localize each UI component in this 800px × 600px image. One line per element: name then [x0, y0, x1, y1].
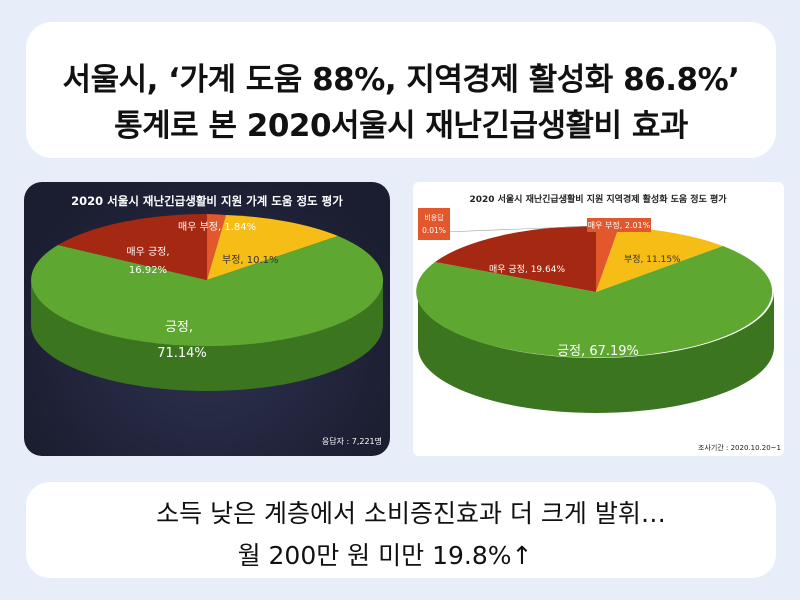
label-positive-value: 71.14% — [157, 346, 207, 361]
no-response-leader-line — [444, 225, 597, 233]
very-negative-callout — [587, 218, 651, 232]
headline-line-1: 서울시, ‘가계 도움 88%, 지역경제 활성화 86.8%’ — [62, 62, 740, 98]
label-negative: 부정, 11.15% — [624, 254, 681, 265]
pie-side-green — [31, 280, 383, 391]
household-help-pie-chart: 2020 서울시 재난긴급생활비 지원 가계 도움 정도 평가 매우 부정, 1… — [31, 194, 384, 446]
slice-positive — [416, 246, 773, 358]
chart-title: 2020 서울시 재난긴급생활비 지원 지역경제 활성화 도움 정도 평가 — [469, 193, 727, 205]
summary-line-1: 소득 낮은 계층에서 소비증진효과 더 크게 발휘… — [156, 499, 666, 528]
label-negative: 부정, 10.1% — [222, 254, 279, 266]
no-response-callout — [418, 208, 450, 240]
survey-period-note: 조사기간 : 2020.10.20~1 — [698, 443, 781, 452]
local-economy-chart-panel: 2020 서울시 재난긴급생활비 지원 지역경제 활성화 도움 정도 평가 비응… — [413, 182, 784, 456]
slice-negative — [596, 227, 723, 292]
local-economy-pie-chart: 2020 서울시 재난긴급생활비 지원 지역경제 활성화 도움 정도 평가 비응… — [416, 193, 781, 452]
headline-box: 서울시, ‘가계 도움 88%, 지역경제 활성화 86.8%’ 통계로 본 2… — [26, 22, 776, 158]
label-positive: 긍정, 67.19% — [557, 344, 639, 359]
label-very-negative: 매우 부정, 2.01% — [588, 220, 651, 230]
respondents-note: 응답자 : 7,221명 — [322, 436, 382, 446]
summary-line-2: 월 200만 원 미만 19.8%↑ — [237, 541, 533, 570]
pie-side-green — [418, 292, 774, 413]
label-no-response-name: 비응답 — [424, 213, 444, 222]
label-no-response-value: 0.01% — [422, 226, 446, 235]
label-very-positive-value: 16.92% — [129, 265, 167, 276]
slice-positive — [31, 236, 384, 347]
label-very-positive-name: 매우 긍정, — [126, 246, 169, 258]
label-positive-name: 긍정, — [165, 320, 193, 335]
slice-negative — [207, 215, 338, 280]
slice-very-positive — [435, 225, 596, 292]
household-help-chart-panel: 2020 서울시 재난긴급생활비 지원 가계 도움 정도 평가 매우 부정, 1… — [24, 182, 390, 456]
label-very-positive: 매우 긍정, 19.64% — [489, 264, 565, 275]
slice-very-positive — [58, 214, 207, 280]
slice-very-negative — [207, 214, 226, 280]
label-very-negative: 매우 부정, 1.84% — [178, 221, 256, 233]
headline-line-2: 통계로 본 2020서울시 재난긴급생활비 효과 — [114, 108, 688, 144]
summary-box: 소득 낮은 계층에서 소비증진효과 더 크게 발휘… 월 200만 원 미만 1… — [26, 482, 776, 578]
chart-title: 2020 서울시 재난긴급생활비 지원 가계 도움 정도 평가 — [71, 194, 343, 208]
slice-very-negative — [596, 226, 619, 292]
